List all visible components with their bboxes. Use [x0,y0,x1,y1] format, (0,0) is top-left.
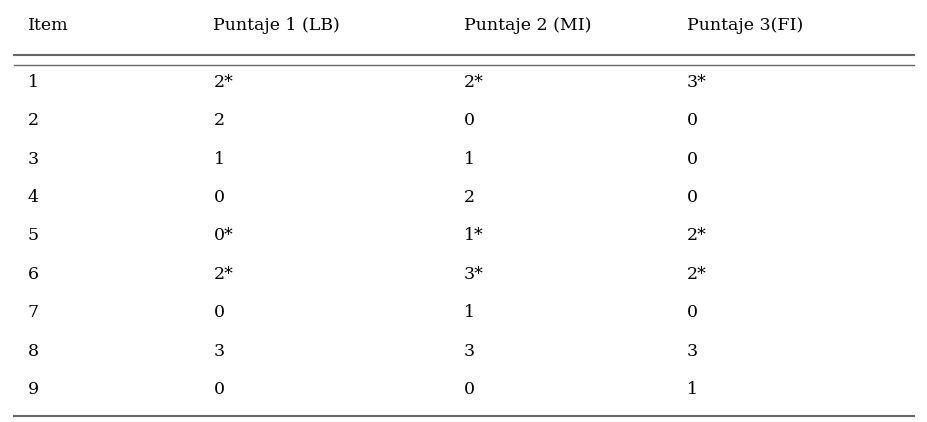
Text: 2: 2 [464,189,475,206]
Text: 0: 0 [213,381,224,398]
Text: 0: 0 [464,112,475,129]
Text: 1: 1 [213,151,224,168]
Text: 0*: 0* [213,227,233,244]
Text: 1: 1 [464,304,475,321]
Text: 0: 0 [213,304,224,321]
Text: 2*: 2* [686,227,705,244]
Text: 2: 2 [28,112,39,129]
Text: 0: 0 [213,189,224,206]
Text: 8: 8 [28,343,39,360]
Text: 9: 9 [28,381,39,398]
Text: 2*: 2* [213,266,233,283]
Text: 5: 5 [28,227,39,244]
Text: 3*: 3* [464,266,483,283]
Text: 1: 1 [28,74,39,91]
Text: Item: Item [28,17,69,34]
Text: 1: 1 [686,381,697,398]
Text: 6: 6 [28,266,39,283]
Text: 2*: 2* [686,266,705,283]
Text: Puntaje 2 (MI): Puntaje 2 (MI) [464,17,590,34]
Text: 2*: 2* [464,74,483,91]
Text: 7: 7 [28,304,39,321]
Text: 0: 0 [686,112,697,129]
Text: 0: 0 [686,151,697,168]
Text: 3: 3 [28,151,39,168]
Text: 1: 1 [464,151,475,168]
Text: 2: 2 [213,112,224,129]
Text: 4: 4 [28,189,39,206]
Text: 0: 0 [464,381,475,398]
Text: 3: 3 [464,343,475,360]
Text: 3*: 3* [686,74,705,91]
Text: 3: 3 [686,343,697,360]
Text: 1*: 1* [464,227,483,244]
Text: 0: 0 [686,304,697,321]
Text: Puntaje 1 (LB): Puntaje 1 (LB) [213,17,340,34]
Text: Puntaje 3(FI): Puntaje 3(FI) [686,17,802,34]
Text: 0: 0 [686,189,697,206]
Text: 2*: 2* [213,74,233,91]
Text: 3: 3 [213,343,224,360]
